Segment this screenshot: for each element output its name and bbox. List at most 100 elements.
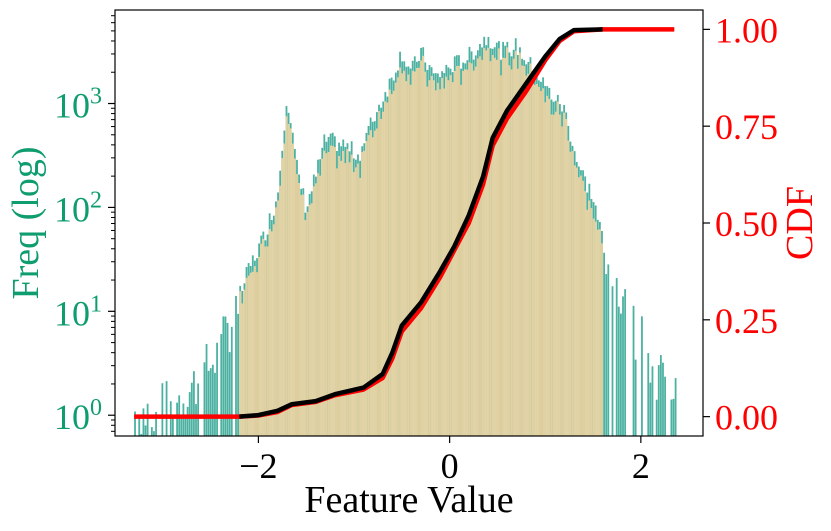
hist-bar-b: [319, 175, 322, 437]
hist-bar-b: [542, 88, 544, 436]
hist-bar-b: [357, 163, 359, 436]
x-tick-label: 0: [441, 446, 459, 486]
right-axis-ticks: 0.00 0.25 0.50 0.75 1.00: [703, 10, 778, 438]
hist-bar-a: [220, 334, 223, 436]
hist-bar-b: [409, 84, 412, 436]
hist-bar-a: [188, 392, 191, 436]
hist-bar-b: [531, 77, 534, 436]
hist-bar-b: [300, 195, 303, 436]
hist-bar-a: [659, 355, 662, 436]
hist-bar-b: [466, 69, 469, 436]
hist-bar-b: [464, 69, 467, 436]
hist-bar-a: [205, 343, 208, 436]
hist-bar-b: [272, 224, 275, 436]
hist-bar-b: [413, 71, 416, 436]
hist-bar-b: [601, 243, 603, 436]
hist-bar-b: [563, 112, 566, 436]
hist-bar-b: [262, 238, 265, 436]
hist-bar-b: [340, 160, 343, 437]
hist-bar-b: [266, 246, 269, 436]
hist-bar-b: [325, 153, 328, 436]
hist-bar-b: [342, 150, 345, 436]
hist-bar-b: [350, 154, 353, 436]
left-axis-ticks: 100 101 102 103: [54, 15, 115, 437]
hist-bar-b: [523, 66, 526, 437]
x-axis-ticks: −2 0 2: [239, 436, 650, 486]
hist-bar-a: [657, 365, 660, 436]
hist-bar-b: [348, 162, 351, 436]
hist-bar-b: [540, 90, 542, 437]
hist-bar-b: [384, 101, 387, 437]
hist-bar-a: [230, 326, 233, 436]
hist-bar-b: [554, 111, 557, 437]
hist-bar-a: [235, 295, 237, 436]
x-tick-label: −2: [239, 446, 277, 486]
hist-bar-a: [165, 381, 168, 436]
hist-bar-b: [333, 147, 336, 436]
hist-bar-b: [512, 58, 515, 437]
hist-bar-a: [603, 252, 605, 436]
right-tick-label: 0.50: [715, 204, 778, 244]
hist-bar-a: [605, 274, 608, 436]
hist-bar-b: [584, 191, 587, 436]
hist-bar-a: [190, 382, 193, 436]
hist-bar-b: [380, 118, 383, 436]
hist-bar-b: [588, 200, 591, 436]
hist-bar-b: [361, 151, 364, 437]
x-axis-label: Feature Value: [304, 479, 513, 521]
hist-bar-b: [243, 289, 246, 436]
hist-bar-b: [510, 69, 513, 437]
hist-bar-b: [394, 82, 397, 436]
hist-bar-b: [418, 67, 420, 436]
hist-bar-b: [270, 231, 273, 436]
hist-bar-a: [140, 433, 143, 436]
hist-bar-b: [498, 48, 500, 436]
hist-bar-b: [470, 63, 473, 436]
hist-bar-a: [622, 296, 624, 436]
hist-bar-b: [369, 130, 372, 436]
hist-bar-b: [525, 75, 528, 437]
hist-bar-a: [226, 322, 229, 436]
hist-bar-a: [224, 316, 227, 436]
hist-bar-b: [495, 59, 498, 436]
hist-bar-b: [321, 158, 324, 437]
hist-bar-b: [382, 111, 385, 436]
hist-bar-a: [176, 402, 178, 436]
hist-bar-b: [239, 291, 242, 436]
right-tick-label: 0.75: [715, 107, 778, 147]
hist-bar-b: [441, 77, 444, 437]
hist-bar-b: [241, 303, 244, 436]
hist-bar-b: [596, 229, 599, 436]
hist-bar-b: [289, 128, 292, 436]
hist-bar-b: [567, 140, 570, 436]
hist-bar-a: [620, 313, 622, 436]
hist-bar-b: [455, 66, 458, 436]
hist-bar-b: [594, 221, 597, 436]
right-tick-label: 1.00: [715, 10, 778, 50]
hist-bar-b: [582, 180, 584, 436]
hist-bar-b: [397, 77, 399, 436]
hist-bar-b: [590, 207, 593, 436]
hist-bar-b: [451, 82, 454, 436]
hist-bar-b: [315, 183, 317, 436]
hist-bar-b: [491, 55, 494, 437]
hist-bar-b: [544, 102, 547, 436]
hist-bar-b: [565, 118, 568, 437]
hist-bar-a: [632, 305, 635, 436]
hist-bar-a: [186, 406, 189, 436]
hist-bar-b: [577, 177, 580, 436]
hist-bar-a: [641, 316, 643, 436]
hist-bar-a: [209, 368, 212, 436]
hist-bar-b: [516, 68, 519, 437]
hist-bar-a: [672, 398, 675, 436]
hist-bar-b: [293, 158, 296, 436]
hist-bar-b: [552, 114, 555, 437]
hist-bar-b: [476, 58, 479, 436]
hist-bar-b: [260, 243, 263, 436]
hist-bar-a: [216, 342, 218, 436]
hist-bar-a: [664, 376, 666, 436]
right-tick-label: 0.00: [715, 398, 778, 438]
hist-bar-b: [489, 61, 492, 436]
hist-bar-a: [142, 408, 145, 436]
